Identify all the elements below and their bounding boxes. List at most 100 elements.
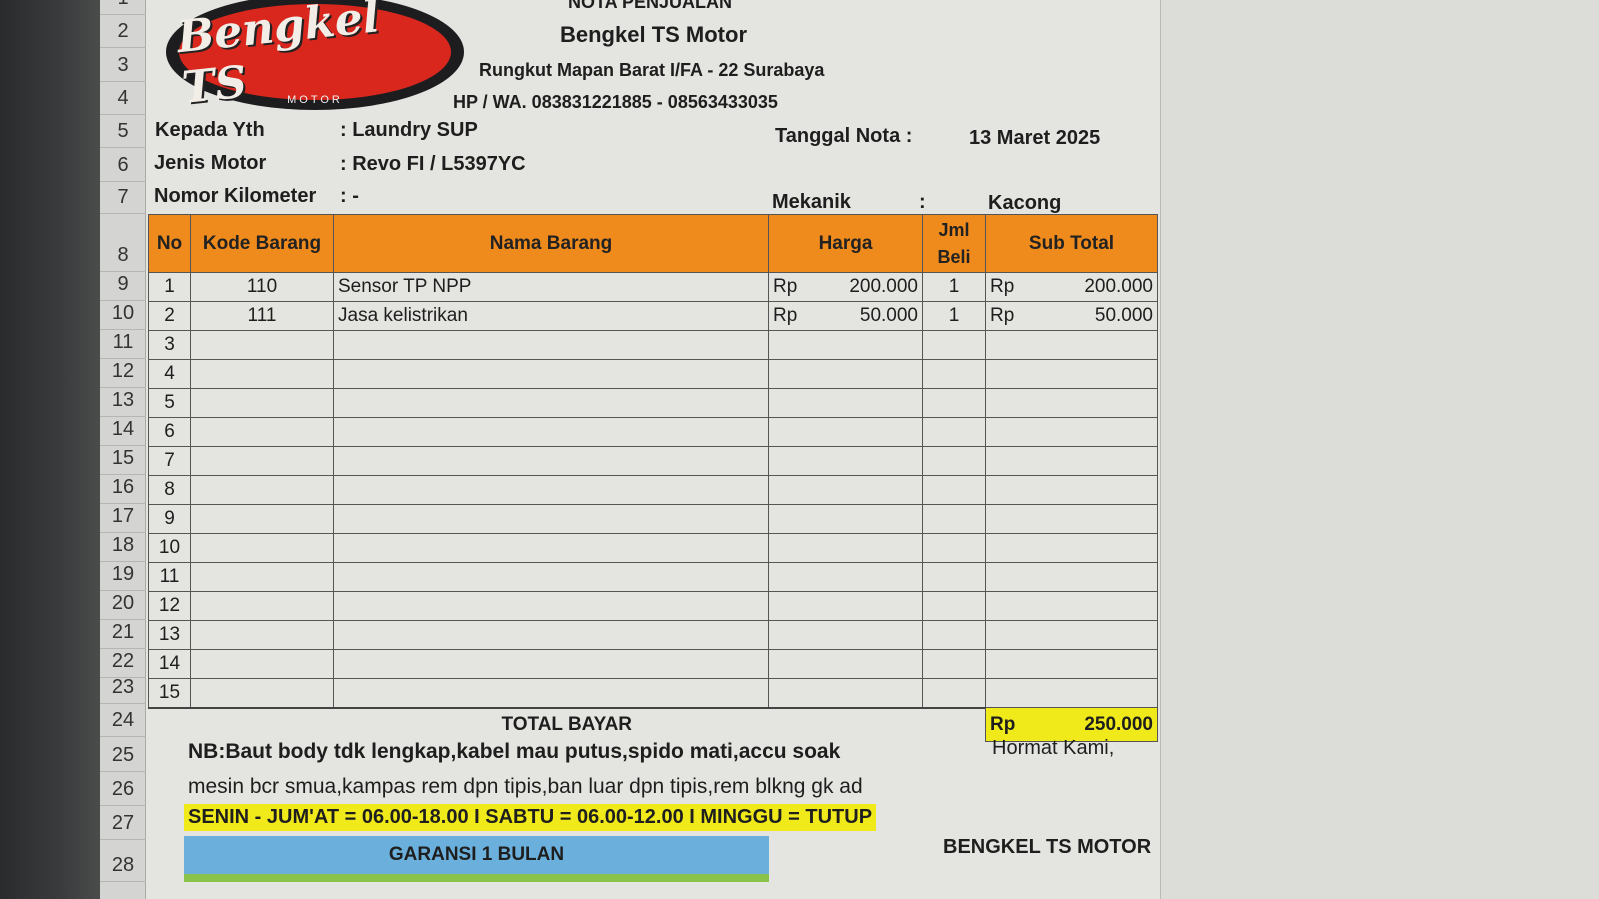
row-header[interactable]: 8 (100, 214, 146, 272)
cell-code[interactable] (190, 330, 334, 360)
cell-name[interactable] (333, 591, 769, 621)
cell-price[interactable]: Rp 50.000 (768, 301, 923, 331)
cell-code[interactable] (190, 562, 334, 592)
row-header[interactable]: 7 (100, 182, 146, 214)
cell-subtotal[interactable] (985, 330, 1158, 360)
cell-code[interactable] (190, 649, 334, 679)
cell-name[interactable] (333, 649, 769, 679)
cell-price[interactable]: Rp 200.000 (768, 272, 923, 302)
cell-price[interactable] (768, 330, 923, 360)
cell-subtotal[interactable] (985, 533, 1158, 563)
row-header[interactable]: 10 (100, 301, 146, 330)
cell-price[interactable] (768, 359, 923, 389)
cell-code[interactable] (190, 417, 334, 447)
row-header[interactable]: 26 (100, 772, 146, 806)
cell-no[interactable]: 1 (148, 272, 191, 302)
cell-code[interactable] (190, 388, 334, 418)
cell-qty[interactable] (922, 649, 986, 679)
cell-price[interactable] (768, 678, 923, 708)
cell-name[interactable] (333, 359, 769, 389)
row-header[interactable]: 24 (100, 704, 146, 737)
total-amount[interactable]: Rp 250.000 (985, 707, 1158, 742)
cell-price[interactable] (768, 417, 923, 447)
row-header[interactable]: 20 (100, 591, 146, 620)
row-header[interactable]: 13 (100, 388, 146, 417)
row-header[interactable]: 28 (100, 840, 146, 882)
row-header[interactable]: 3 (100, 48, 146, 82)
cell-price[interactable] (768, 533, 923, 563)
row-header[interactable]: 16 (100, 475, 146, 504)
cell-qty[interactable] (922, 446, 986, 476)
row-header[interactable]: 18 (100, 533, 146, 562)
row-header[interactable]: 11 (100, 330, 146, 359)
cell-price[interactable] (768, 446, 923, 476)
cell-no[interactable]: 3 (148, 330, 191, 360)
cell-qty[interactable] (922, 562, 986, 592)
cell-code[interactable] (190, 533, 334, 563)
cell-qty[interactable]: 1 (922, 301, 986, 331)
cell-code[interactable]: 110 (190, 272, 334, 302)
cell-name[interactable]: Jasa kelistrikan (333, 301, 769, 331)
cell-name[interactable] (333, 562, 769, 592)
cell-no[interactable]: 5 (148, 388, 191, 418)
cell-name[interactable] (333, 330, 769, 360)
row-header[interactable]: 17 (100, 504, 146, 533)
cell-subtotal[interactable] (985, 562, 1158, 592)
cell-name[interactable] (333, 446, 769, 476)
cell-qty[interactable] (922, 475, 986, 505)
row-header[interactable]: 23 (100, 676, 146, 704)
cell-qty[interactable]: 1 (922, 272, 986, 302)
row-header[interactable]: 14 (100, 417, 146, 446)
row-header[interactable]: 5 (100, 115, 146, 148)
row-header[interactable]: 25 (100, 737, 146, 772)
cell-qty[interactable] (922, 417, 986, 447)
cell-no[interactable]: 8 (148, 475, 191, 505)
cell-name[interactable] (333, 417, 769, 447)
cell-name[interactable] (333, 388, 769, 418)
cell-name[interactable] (333, 475, 769, 505)
cell-code[interactable] (190, 359, 334, 389)
row-header[interactable]: 21 (100, 620, 146, 649)
cell-price[interactable] (768, 475, 923, 505)
cell-code[interactable] (190, 504, 334, 534)
cell-subtotal[interactable] (985, 475, 1158, 505)
row-header[interactable]: 22 (100, 649, 146, 678)
cell-price[interactable] (768, 620, 923, 650)
row-header[interactable]: 4 (100, 82, 146, 115)
cell-code[interactable] (190, 678, 334, 708)
cell-qty[interactable] (922, 533, 986, 563)
cell-name[interactable] (333, 504, 769, 534)
cell-name[interactable] (333, 533, 769, 563)
cell-code[interactable] (190, 475, 334, 505)
cell-no[interactable]: 12 (148, 591, 191, 621)
cell-qty[interactable] (922, 359, 986, 389)
cell-subtotal[interactable] (985, 359, 1158, 389)
row-header[interactable]: 19 (100, 562, 146, 591)
cell-no[interactable]: 6 (148, 417, 191, 447)
cell-qty[interactable] (922, 620, 986, 650)
cell-subtotal[interactable] (985, 446, 1158, 476)
cell-qty[interactable] (922, 678, 986, 708)
cell-no[interactable]: 9 (148, 504, 191, 534)
cell-no[interactable]: 4 (148, 359, 191, 389)
row-header[interactable]: 9 (100, 272, 146, 301)
cell-qty[interactable] (922, 388, 986, 418)
cell-subtotal[interactable] (985, 591, 1158, 621)
cell-subtotal[interactable] (985, 388, 1158, 418)
cell-subtotal[interactable] (985, 417, 1158, 447)
cell-qty[interactable] (922, 504, 986, 534)
cell-price[interactable] (768, 562, 923, 592)
cell-code[interactable] (190, 620, 334, 650)
cell-code[interactable]: 111 (190, 301, 334, 331)
cell-name[interactable]: Sensor TP NPP (333, 272, 769, 302)
cell-subtotal[interactable] (985, 649, 1158, 679)
row-header[interactable]: 6 (100, 148, 146, 182)
cell-qty[interactable] (922, 591, 986, 621)
cell-subtotal[interactable]: Rp 50.000 (985, 301, 1158, 331)
row-header[interactable]: 1 (100, 0, 146, 15)
cell-no[interactable]: 15 (148, 678, 191, 708)
cell-no[interactable]: 14 (148, 649, 191, 679)
cell-no[interactable]: 13 (148, 620, 191, 650)
cell-code[interactable] (190, 591, 334, 621)
cell-name[interactable] (333, 678, 769, 708)
